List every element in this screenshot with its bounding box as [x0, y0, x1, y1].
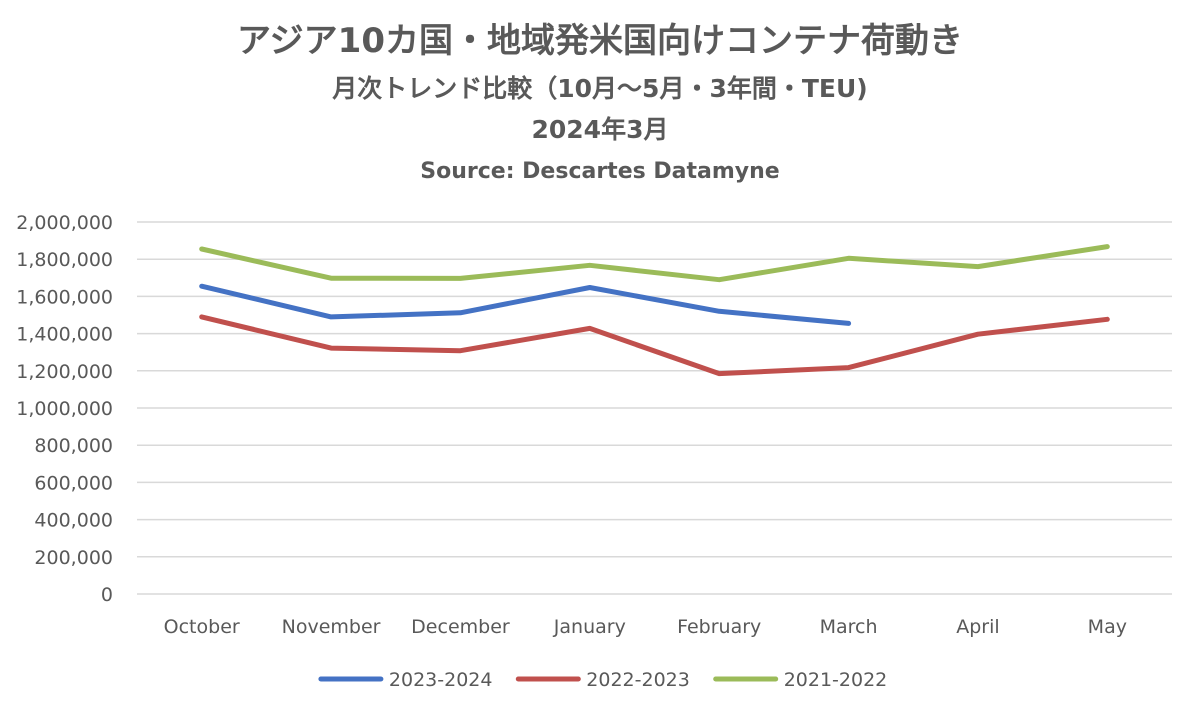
series-lines [202, 247, 1108, 374]
legend: 2023-2024 2022-2023 2021-2022 [321, 669, 887, 691]
x-tick-label: November [282, 616, 381, 638]
y-tick-label: 1,800,000 [16, 249, 113, 271]
y-tick-label: 0 [101, 584, 113, 606]
x-tick-label: December [411, 616, 510, 638]
x-tick-label: October [164, 616, 240, 638]
y-tick-label: 1,400,000 [16, 324, 113, 346]
x-tick-label: March [820, 616, 878, 638]
y-tick-label: 600,000 [34, 472, 113, 494]
series-line-2021-2022 [202, 247, 1108, 280]
chart-title-line-2: 月次トレンド比較（10月～5月・3年間・TEU) [331, 74, 867, 103]
chart-source-line: Source: Descartes Datamyne [420, 159, 779, 184]
x-tick-label: January [553, 616, 626, 638]
series-line-2023-2024 [202, 286, 849, 323]
x-axis: October November December January February Ma… [164, 616, 1127, 638]
chart-title-line-3: 2024年3月 [532, 115, 669, 144]
y-tick-label: 1,000,000 [16, 398, 113, 420]
y-tick-label: 1,600,000 [16, 286, 113, 308]
x-tick-label: April [956, 616, 999, 638]
legend-item: 2023-2024 [321, 669, 493, 691]
y-tick-label: 200,000 [34, 547, 113, 569]
y-tick-label: 400,000 [34, 510, 113, 532]
gridlines [137, 222, 1172, 594]
y-tick-label: 800,000 [34, 435, 113, 457]
y-axis: 0 200,000 400,000 600,000 800,000 1,000,000 1,… [16, 212, 113, 606]
series-line-2022-2023 [202, 317, 1108, 374]
y-tick-label: 2,000,000 [16, 212, 113, 234]
legend-label: 2023-2024 [389, 669, 493, 691]
chart-title: アジア10カ国・地域発米国向けコンテナ荷動き 月次トレンド比較（10月～5月・3… [237, 21, 963, 184]
legend-item: 2021-2022 [716, 669, 888, 691]
legend-label: 2021-2022 [784, 669, 888, 691]
legend-item: 2022-2023 [518, 669, 690, 691]
y-tick-label: 1,200,000 [16, 361, 113, 383]
legend-label: 2022-2023 [586, 669, 690, 691]
x-tick-label: February [677, 616, 761, 638]
chart-title-line-1: アジア10カ国・地域発米国向けコンテナ荷動き [237, 21, 963, 61]
x-tick-label: May [1088, 616, 1127, 638]
